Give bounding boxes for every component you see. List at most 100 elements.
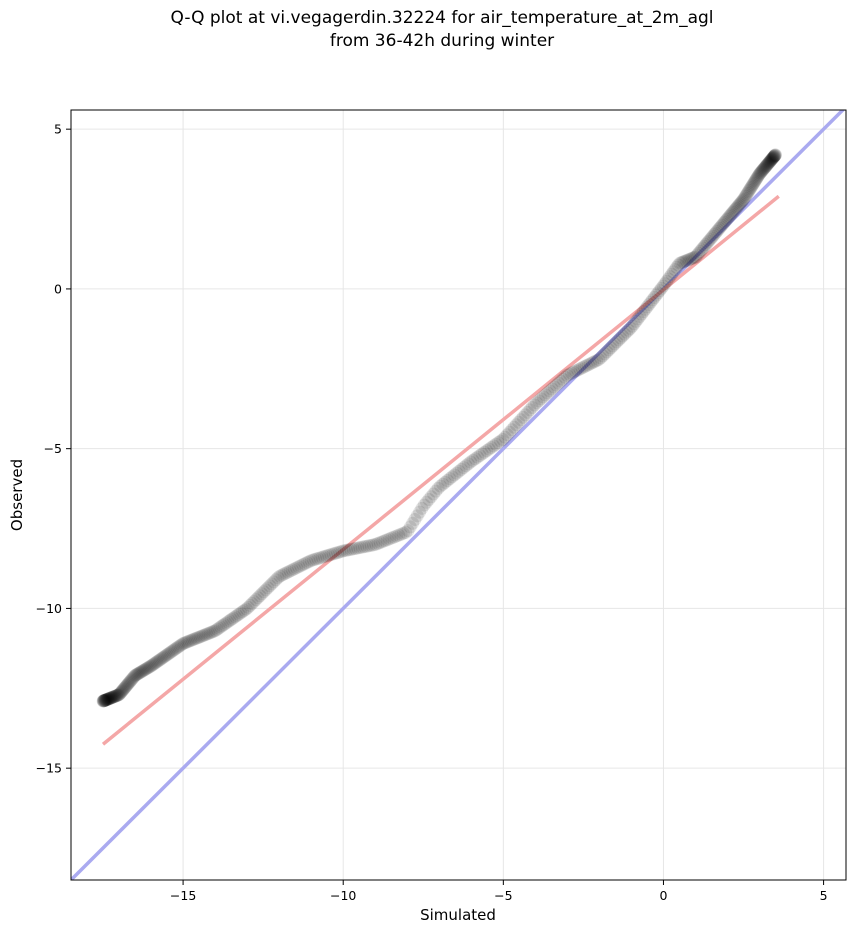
- qq-point: [387, 530, 401, 544]
- qq-point: [749, 172, 763, 186]
- qq-point: [257, 585, 271, 599]
- qq-point: [744, 180, 758, 194]
- qq-point: [157, 650, 171, 664]
- qq-point: [720, 212, 734, 226]
- qq-point: [214, 620, 228, 634]
- qq-point: [362, 539, 376, 553]
- qq-point: [232, 607, 246, 621]
- qq-point: [619, 325, 633, 339]
- qq-point: [695, 243, 709, 257]
- qq-point: [101, 692, 115, 706]
- qq-point: [104, 691, 118, 705]
- qq-point: [747, 175, 761, 189]
- qq-point: [228, 610, 242, 624]
- qq-point: [127, 670, 141, 684]
- qq-point: [151, 654, 165, 668]
- qq-point: [737, 191, 751, 205]
- qq-point: [357, 540, 371, 554]
- qq-point: [399, 525, 413, 539]
- qq-point: [493, 434, 507, 448]
- qq-point: [426, 487, 440, 501]
- qq-point: [311, 552, 325, 566]
- qq-point: [538, 388, 552, 402]
- qq-point: [733, 196, 747, 210]
- qq-point: [115, 685, 129, 699]
- qq-point: [590, 354, 604, 368]
- qq-point: [123, 674, 137, 688]
- qq-point: [131, 667, 145, 681]
- qq-point: [715, 218, 729, 232]
- qq-point: [249, 593, 263, 607]
- qq-point: [98, 693, 112, 707]
- qq-point: [261, 581, 275, 595]
- qq-point: [653, 284, 667, 298]
- qq-point: [208, 624, 222, 638]
- qq-point: [298, 557, 312, 571]
- qq-point: [108, 689, 122, 703]
- qq-point: [109, 689, 123, 703]
- qq-point: [759, 159, 773, 173]
- qq-point: [304, 553, 318, 567]
- qq-point: [654, 281, 668, 295]
- qq-point: [190, 631, 204, 645]
- qq-point: [167, 643, 181, 657]
- qq-point: [344, 542, 358, 556]
- qq-point: [187, 632, 201, 646]
- qq-point: [322, 548, 336, 562]
- qq-point: [378, 534, 392, 548]
- x-tick-label: −5: [494, 888, 512, 903]
- qq-point: [635, 307, 649, 321]
- qq-point: [212, 621, 226, 635]
- qq-point: [575, 361, 589, 375]
- qq-point: [285, 563, 299, 577]
- qq-point: [125, 672, 139, 686]
- qq-point: [618, 327, 632, 341]
- qq-point: [562, 367, 576, 381]
- qq-point: [275, 568, 289, 582]
- qq-point: [269, 573, 283, 587]
- qq-point: [413, 505, 427, 519]
- qq-point: [606, 339, 620, 353]
- qq-point: [714, 220, 728, 234]
- qq-point: [226, 611, 240, 625]
- qq-point: [431, 481, 445, 495]
- qq-point: [364, 538, 378, 552]
- qq-point: [176, 637, 190, 651]
- qq-point: [569, 364, 583, 378]
- qq-point: [376, 535, 390, 549]
- qq-point: [734, 195, 748, 209]
- qq-point: [438, 475, 452, 489]
- qq-point: [732, 197, 746, 211]
- qq-point: [721, 211, 735, 225]
- qq-point: [699, 238, 713, 252]
- qq-point: [160, 648, 174, 662]
- y-axis-label: Observed: [8, 459, 26, 531]
- qq-point: [666, 265, 680, 279]
- qq-point: [687, 251, 701, 265]
- qq-point: [756, 162, 770, 176]
- qq-point: [181, 635, 195, 649]
- qq-point: [156, 651, 170, 665]
- qq-point: [660, 274, 674, 288]
- qq-point: [108, 689, 122, 703]
- qq-point: [598, 347, 612, 361]
- data-layer: [71, 110, 846, 880]
- qq-point: [768, 149, 782, 163]
- qq-point: [665, 267, 679, 281]
- qq-point: [289, 561, 303, 575]
- qq-point: [443, 472, 457, 486]
- qq-point: [741, 185, 755, 199]
- qq-point: [111, 688, 125, 702]
- qq-point: [97, 694, 111, 708]
- qq-point: [758, 161, 772, 175]
- qq-point: [633, 309, 647, 323]
- qq-point: [484, 440, 498, 454]
- qq-point: [342, 543, 356, 557]
- qq-point: [579, 359, 593, 373]
- qq-point: [560, 368, 574, 382]
- qq-point: [710, 224, 724, 238]
- qq-point: [767, 150, 781, 164]
- qq-point: [475, 447, 489, 461]
- qq-point: [117, 682, 131, 696]
- qq-point: [436, 477, 450, 491]
